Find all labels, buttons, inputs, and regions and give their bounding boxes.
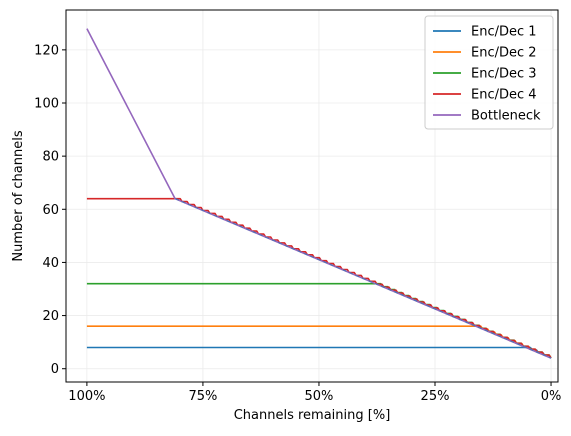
x-tick-label: 75%: [188, 389, 217, 404]
y-tick-label: 80: [42, 150, 59, 165]
y-tick-label: 60: [42, 203, 59, 218]
legend-entry: Bottleneck: [471, 109, 541, 124]
y-tick-label: 120: [34, 43, 59, 58]
y-tick-label: 100: [34, 97, 59, 112]
y-axis-label: Number of channels: [11, 130, 26, 261]
x-tick-label: 100%: [68, 389, 105, 404]
legend-entry: Enc/Dec 3: [471, 67, 537, 82]
legend: Enc/Dec 1 Enc/Dec 2 Enc/Dec 3 Enc/Dec 4 Bott…: [424, 15, 554, 130]
legend-box: [424, 15, 554, 130]
x-tick-label: 50%: [305, 389, 334, 404]
plot-frame: [65, 9, 559, 383]
ticks: 100% 75% 50% 25% 0% 0 20 40 60 80 100 120: [34, 43, 561, 404]
x-tick-label: 25%: [421, 389, 450, 404]
y-tick-label: 0: [51, 362, 59, 377]
y-tick-label: 40: [42, 256, 59, 271]
x-tick-label: 0%: [541, 389, 562, 404]
legend-entry: Enc/Dec 1: [471, 25, 537, 40]
legend-entry: Enc/Dec 4: [471, 88, 537, 103]
x-axis-label: Channels remaining [%]: [234, 408, 391, 423]
grid: [66, 10, 558, 382]
descent-dash-line: [174, 198, 552, 359]
y-tick-label: 20: [42, 309, 59, 324]
legend-entry: Enc/Dec 2: [471, 46, 537, 61]
series-layer: [86, 28, 552, 359]
